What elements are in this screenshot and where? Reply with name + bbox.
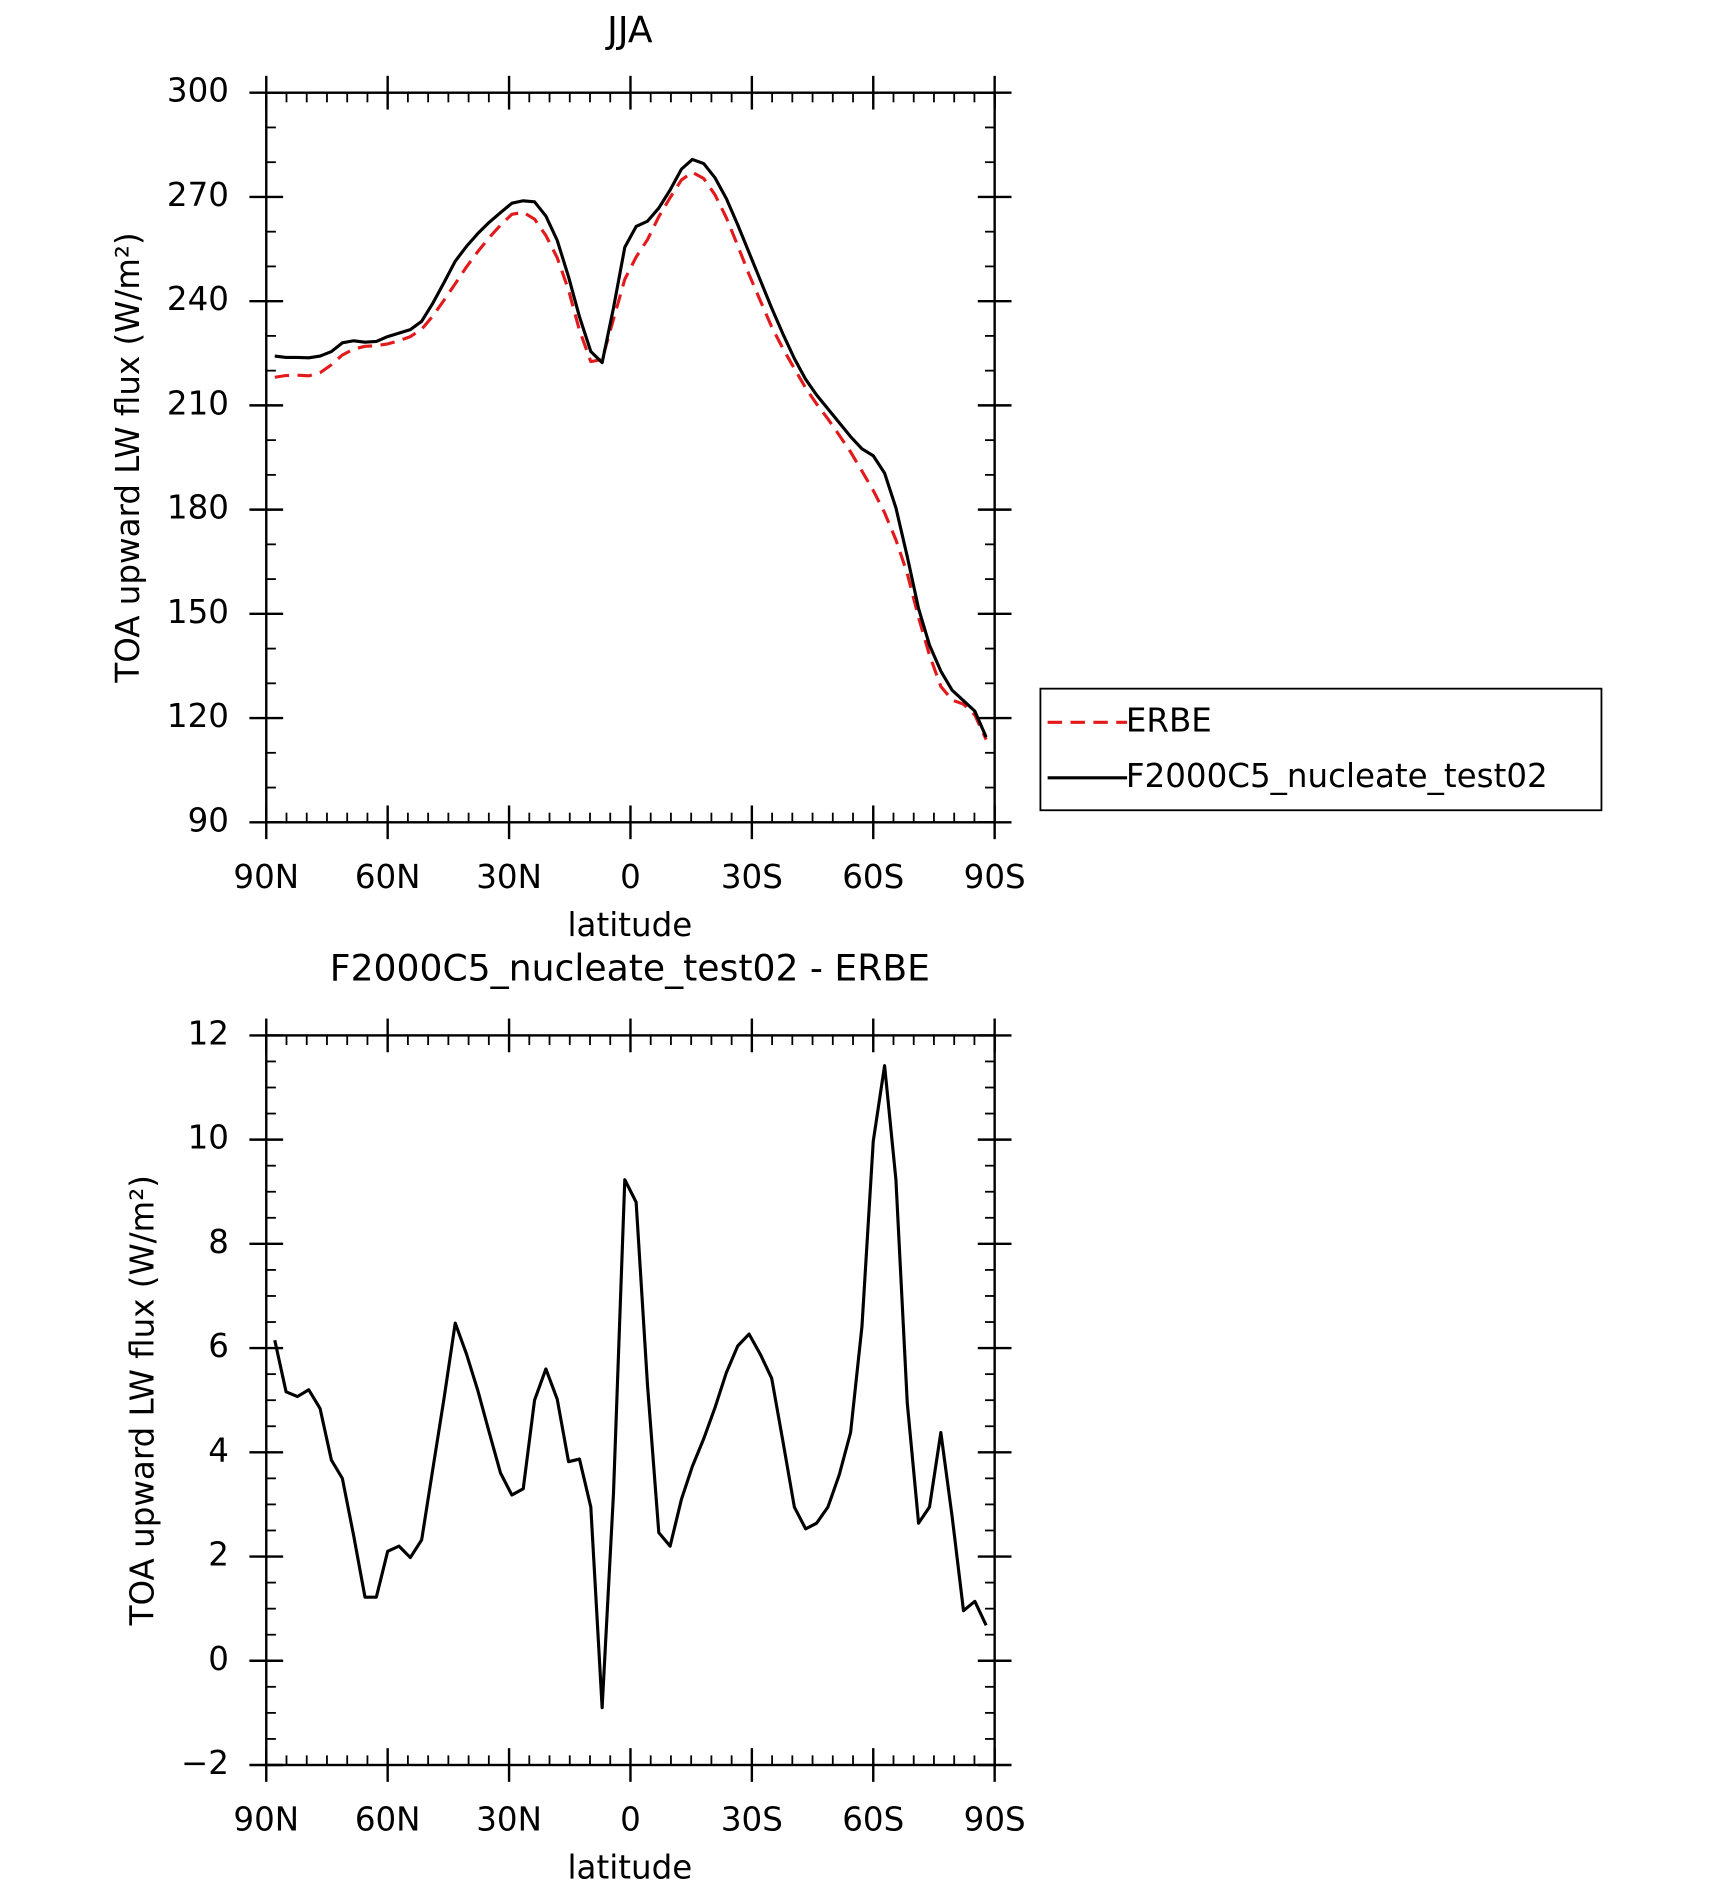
y-tick-label: 240 [167, 280, 229, 318]
chart-title: JJA [605, 9, 653, 52]
legend-label: ERBE [1126, 701, 1212, 739]
x-tick-label: 60S [842, 1801, 904, 1839]
y-tick-label: 2 [208, 1536, 229, 1574]
x-tick-label: 30N [476, 858, 542, 896]
y-tick-label: 270 [167, 176, 229, 214]
x-tick-label: 90N [233, 858, 299, 896]
x-tick-label: 30N [476, 1801, 542, 1839]
y-tick-label: 6 [208, 1327, 229, 1365]
x-tick-label: 30S [721, 1801, 783, 1839]
plot-frame [265, 1034, 996, 1767]
x-axis-label: latitude [568, 1849, 693, 1887]
x-tick-label: 0 [620, 858, 641, 896]
x-tick-label: 90S [964, 858, 1026, 896]
y-tick-label: −2 [181, 1744, 229, 1782]
y-tick-label: 150 [167, 593, 229, 631]
y-tick-label: 120 [167, 697, 229, 735]
y-tick-label: 300 [167, 72, 229, 110]
y-tick-label: 4 [208, 1431, 229, 1469]
data-line [274, 170, 988, 741]
x-tick-label: 90S [964, 1801, 1026, 1839]
y-axis-label: TOA upward LW flux (W/m²) [124, 1175, 162, 1626]
y-tick-label: 90 [188, 801, 229, 839]
plot-frame [265, 91, 996, 824]
y-tick-label: 210 [167, 384, 229, 422]
y-axis-label: TOA upward LW flux (W/m²) [109, 232, 147, 683]
x-tick-label: 30S [721, 858, 783, 896]
y-tick-label: 12 [188, 1014, 229, 1052]
y-tick-label: 8 [208, 1223, 229, 1261]
y-tick-label: 10 [188, 1119, 229, 1157]
data-line [273, 1064, 988, 1710]
y-tick-label: 180 [167, 489, 229, 527]
x-tick-label: 60N [355, 1801, 421, 1839]
y-tick-label: 0 [208, 1640, 229, 1678]
legend-label: F2000C5_nucleate_test02 [1126, 757, 1548, 795]
x-tick-label: 60N [355, 858, 421, 896]
data-line [274, 157, 988, 738]
x-tick-label: 0 [620, 1801, 641, 1839]
chart-title: F2000C5_nucleate_test02 - ERBE [330, 946, 930, 989]
x-axis-label: latitude [568, 906, 693, 944]
x-tick-label: 60S [842, 858, 904, 896]
legend-box [1039, 687, 1603, 812]
x-tick-label: 90N [233, 1801, 299, 1839]
